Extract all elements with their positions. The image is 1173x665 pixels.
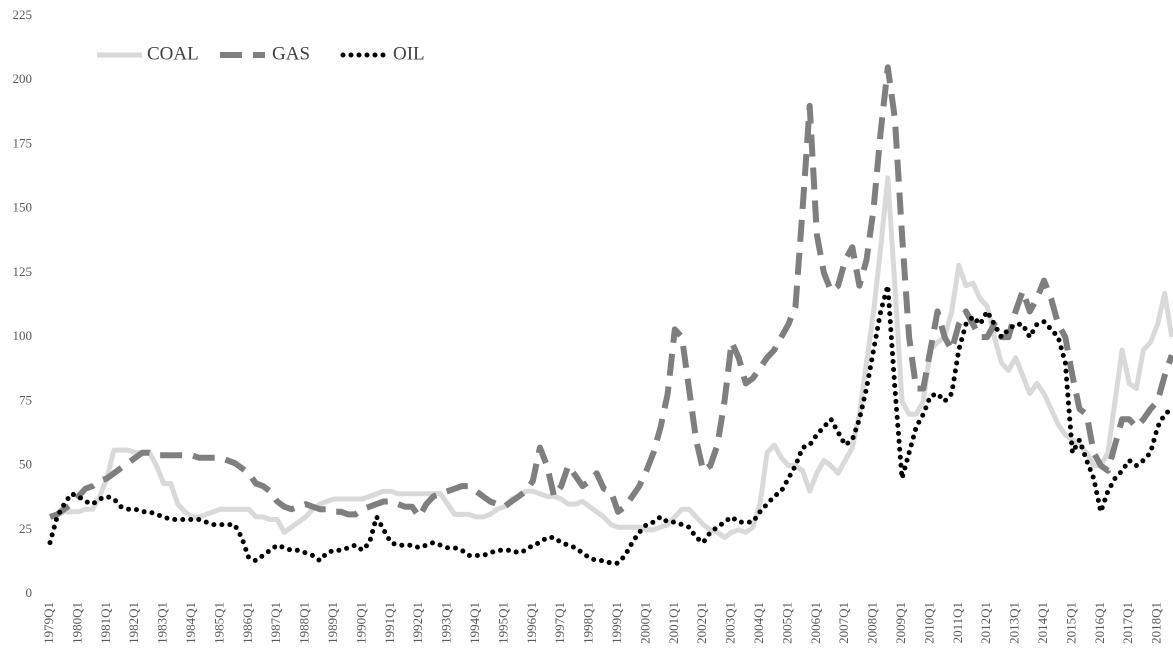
line-solid	[49, 175, 1173, 540]
x-tick-label: 2002Q1	[694, 602, 709, 644]
x-tick-label: 2016Q1	[1092, 602, 1107, 644]
legend-label: GAS	[272, 43, 310, 64]
x-tick-label: 2006Q1	[808, 602, 823, 644]
x-tick-label: 2013Q1	[1007, 602, 1022, 644]
x-tick-label: 2015Q1	[1063, 602, 1078, 644]
x-tick-label: 1979Q1	[41, 602, 56, 644]
y-tick-label: 25	[19, 521, 32, 536]
x-tick-label: 2008Q1	[865, 602, 880, 644]
y-tick-label: 0	[26, 585, 33, 600]
x-tick-label: 1999Q1	[609, 602, 624, 644]
x-tick-label: 2004Q1	[751, 602, 766, 644]
x-tick-label: 2003Q1	[723, 602, 738, 644]
x-tick-label: 1996Q1	[524, 602, 539, 644]
x-tick-label: 1988Q1	[297, 602, 312, 644]
y-tick-label: 200	[13, 71, 33, 86]
x-tick-label: 2010Q1	[921, 602, 936, 644]
line-dashed	[49, 64, 1173, 520]
x-tick-label: 1995Q1	[495, 602, 510, 644]
x-tick-label: 1986Q1	[240, 602, 255, 644]
y-tick-label: 125	[13, 264, 33, 279]
y-tick-label: 175	[13, 135, 33, 150]
x-tick-label: 1989Q1	[325, 602, 340, 644]
x-tick-label: 2005Q1	[779, 602, 794, 644]
x-tick-label: 1980Q1	[69, 602, 84, 644]
x-tick-label: 1990Q1	[353, 602, 368, 644]
x-tick-label: 1985Q1	[211, 602, 226, 644]
legend-label: COAL	[147, 43, 199, 64]
x-tick-label: 1982Q1	[126, 602, 141, 644]
x-tick-label: 1983Q1	[155, 602, 170, 644]
y-tick-label: 100	[13, 328, 33, 343]
y-tick-label: 150	[13, 200, 33, 215]
x-tick-label: 1992Q1	[410, 602, 425, 644]
x-tick-label: 1981Q1	[98, 602, 113, 644]
x-tick-label: 2011Q1	[950, 602, 965, 643]
x-tick-label: 1987Q1	[268, 602, 283, 644]
x-tick-label: 1994Q1	[467, 602, 482, 644]
y-tick-label: 50	[19, 457, 32, 472]
x-tick-label: 2007Q1	[836, 602, 851, 644]
x-tick-label: 1984Q1	[183, 602, 198, 644]
x-tick-label: 1993Q1	[439, 602, 454, 644]
legend-label: OIL	[393, 43, 425, 64]
line-dotted	[47, 285, 1173, 566]
x-tick-label: 2001Q1	[666, 602, 681, 644]
x-tick-label: 2012Q1	[978, 602, 993, 644]
y-tick-label: 225	[13, 7, 33, 22]
x-tick-label: 2014Q1	[1035, 602, 1050, 644]
x-tick-label: 1991Q1	[382, 602, 397, 644]
x-tick-label: 2018Q1	[1149, 602, 1164, 644]
x-tick-label: 2009Q1	[893, 602, 908, 644]
x-tick-label: 1997Q1	[552, 602, 567, 644]
x-tick-label: 2000Q1	[637, 602, 652, 644]
x-tick-label: 1998Q1	[581, 602, 596, 644]
y-tick-label: 75	[19, 392, 32, 407]
x-tick-label: 2017Q1	[1120, 602, 1135, 644]
